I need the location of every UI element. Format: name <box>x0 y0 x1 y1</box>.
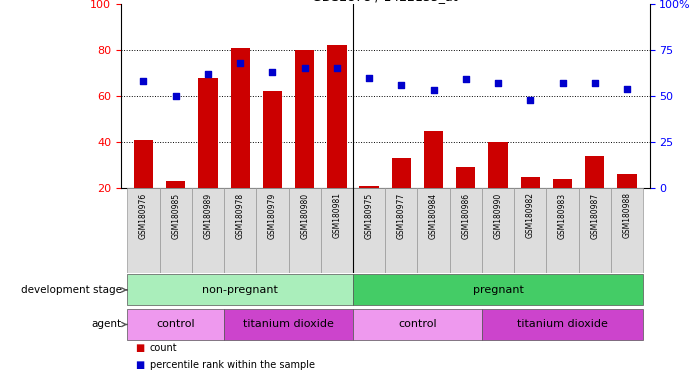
Bar <box>520 177 540 188</box>
Point <box>138 78 149 84</box>
FancyBboxPatch shape <box>127 188 160 273</box>
Text: GSM180988: GSM180988 <box>623 192 632 238</box>
Point <box>428 88 439 94</box>
Bar <box>392 158 411 188</box>
Text: GSM180979: GSM180979 <box>268 192 277 238</box>
FancyBboxPatch shape <box>224 309 353 340</box>
FancyBboxPatch shape <box>547 188 578 273</box>
Text: percentile rank within the sample: percentile rank within the sample <box>150 360 315 370</box>
FancyBboxPatch shape <box>482 188 514 273</box>
FancyBboxPatch shape <box>353 309 482 340</box>
Text: GSM180976: GSM180976 <box>139 192 148 238</box>
Bar <box>617 174 636 188</box>
Point <box>267 69 278 75</box>
Text: GSM180989: GSM180989 <box>203 192 212 238</box>
Text: GSM180983: GSM180983 <box>558 192 567 238</box>
Text: agent: agent <box>91 319 127 329</box>
Text: GSM180977: GSM180977 <box>397 192 406 238</box>
Point <box>589 80 600 86</box>
FancyBboxPatch shape <box>450 188 482 273</box>
Point <box>396 82 407 88</box>
Point <box>524 97 536 103</box>
Bar <box>585 156 605 188</box>
Text: GSM180981: GSM180981 <box>332 192 341 238</box>
Bar <box>295 50 314 188</box>
Text: GSM180990: GSM180990 <box>493 192 502 238</box>
Point <box>170 93 181 99</box>
Text: ■: ■ <box>135 343 144 353</box>
Bar <box>166 181 185 188</box>
Bar <box>424 131 443 188</box>
Bar <box>198 78 218 188</box>
FancyBboxPatch shape <box>482 309 643 340</box>
Text: GSM180975: GSM180975 <box>365 192 374 238</box>
Bar <box>553 179 572 188</box>
Text: pregnant: pregnant <box>473 285 524 295</box>
Bar <box>231 48 250 188</box>
Text: GSM180982: GSM180982 <box>526 192 535 238</box>
Point <box>557 80 568 86</box>
Point <box>363 74 375 81</box>
FancyBboxPatch shape <box>289 188 321 273</box>
Text: development stage: development stage <box>21 285 127 295</box>
Text: control: control <box>398 319 437 329</box>
FancyBboxPatch shape <box>353 274 643 306</box>
Point <box>621 86 632 92</box>
FancyBboxPatch shape <box>386 188 417 273</box>
FancyBboxPatch shape <box>127 274 353 306</box>
Text: GSM180984: GSM180984 <box>429 192 438 238</box>
Text: non-pregnant: non-pregnant <box>202 285 278 295</box>
Text: GSM180985: GSM180985 <box>171 192 180 238</box>
FancyBboxPatch shape <box>256 188 289 273</box>
FancyBboxPatch shape <box>353 188 386 273</box>
FancyBboxPatch shape <box>127 309 224 340</box>
Bar <box>489 142 508 188</box>
Text: GSM180986: GSM180986 <box>462 192 471 238</box>
Point <box>299 65 310 71</box>
FancyBboxPatch shape <box>192 188 224 273</box>
FancyBboxPatch shape <box>578 188 611 273</box>
Title: GDS2878 / 1422135_at: GDS2878 / 1422135_at <box>312 0 458 3</box>
FancyBboxPatch shape <box>611 188 643 273</box>
FancyBboxPatch shape <box>224 188 256 273</box>
Bar <box>328 45 347 188</box>
Text: titanium dioxide: titanium dioxide <box>517 319 608 329</box>
Text: control: control <box>156 319 195 329</box>
Text: ■: ■ <box>135 360 144 370</box>
Point <box>493 80 504 86</box>
Text: GSM180987: GSM180987 <box>590 192 599 238</box>
FancyBboxPatch shape <box>514 188 547 273</box>
Point <box>202 71 214 77</box>
Text: count: count <box>150 343 178 353</box>
Point <box>460 76 471 83</box>
Text: GSM180980: GSM180980 <box>300 192 309 238</box>
FancyBboxPatch shape <box>321 188 353 273</box>
Bar <box>134 140 153 188</box>
Text: GSM180978: GSM180978 <box>236 192 245 238</box>
Point <box>235 60 246 66</box>
Bar <box>263 91 282 188</box>
FancyBboxPatch shape <box>160 188 192 273</box>
Bar <box>456 167 475 188</box>
Text: titanium dioxide: titanium dioxide <box>243 319 334 329</box>
Point <box>332 65 343 71</box>
FancyBboxPatch shape <box>417 188 450 273</box>
Bar <box>359 186 379 188</box>
